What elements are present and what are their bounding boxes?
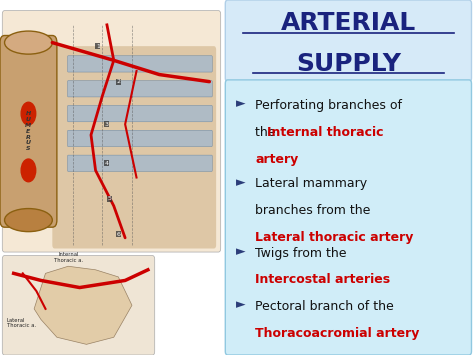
Text: ►: ►: [236, 176, 245, 189]
Ellipse shape: [5, 31, 52, 54]
Text: 6: 6: [117, 232, 120, 237]
FancyBboxPatch shape: [52, 46, 216, 248]
FancyBboxPatch shape: [68, 81, 212, 97]
Ellipse shape: [5, 208, 52, 231]
Text: SUPPLY: SUPPLY: [296, 52, 401, 76]
Text: Twigs from the: Twigs from the: [255, 247, 347, 260]
FancyBboxPatch shape: [68, 155, 212, 171]
Text: ►: ►: [236, 98, 245, 111]
Circle shape: [21, 159, 36, 182]
Text: 2: 2: [116, 79, 120, 84]
FancyBboxPatch shape: [0, 36, 57, 227]
Text: Intercostal arteries: Intercostal arteries: [255, 273, 391, 286]
FancyBboxPatch shape: [225, 0, 472, 82]
Polygon shape: [34, 266, 132, 344]
FancyBboxPatch shape: [68, 105, 212, 122]
Text: 3: 3: [105, 122, 109, 127]
Text: Perforating branches of: Perforating branches of: [255, 99, 402, 113]
Text: H
U
M
E
R
U
S: H U M E R U S: [25, 111, 32, 151]
Text: ►: ►: [236, 245, 245, 258]
Text: Pectoral branch of the: Pectoral branch of the: [255, 300, 394, 313]
Text: 1: 1: [96, 44, 100, 49]
Text: artery: artery: [255, 153, 299, 166]
FancyBboxPatch shape: [2, 256, 155, 355]
FancyBboxPatch shape: [2, 11, 221, 252]
Text: Internal
Thoracic a.: Internal Thoracic a.: [54, 252, 83, 263]
Text: Internal thoracic: Internal thoracic: [267, 126, 383, 139]
Text: 5: 5: [107, 196, 111, 201]
Text: 4: 4: [105, 161, 109, 166]
Text: Thoracoacromial artery: Thoracoacromial artery: [255, 327, 420, 340]
Text: the: the: [255, 126, 280, 139]
Text: ►: ►: [236, 298, 245, 311]
Text: ARTERIAL: ARTERIAL: [281, 11, 416, 35]
Text: Lateral
Thoracic a.: Lateral Thoracic a.: [7, 318, 36, 328]
Text: branches from the: branches from the: [255, 204, 371, 217]
FancyBboxPatch shape: [68, 56, 212, 72]
Text: Lateral thoracic artery: Lateral thoracic artery: [255, 231, 414, 244]
Text: Lateral mammary: Lateral mammary: [255, 178, 367, 191]
Circle shape: [21, 102, 36, 125]
FancyBboxPatch shape: [68, 130, 212, 147]
FancyBboxPatch shape: [225, 80, 472, 355]
